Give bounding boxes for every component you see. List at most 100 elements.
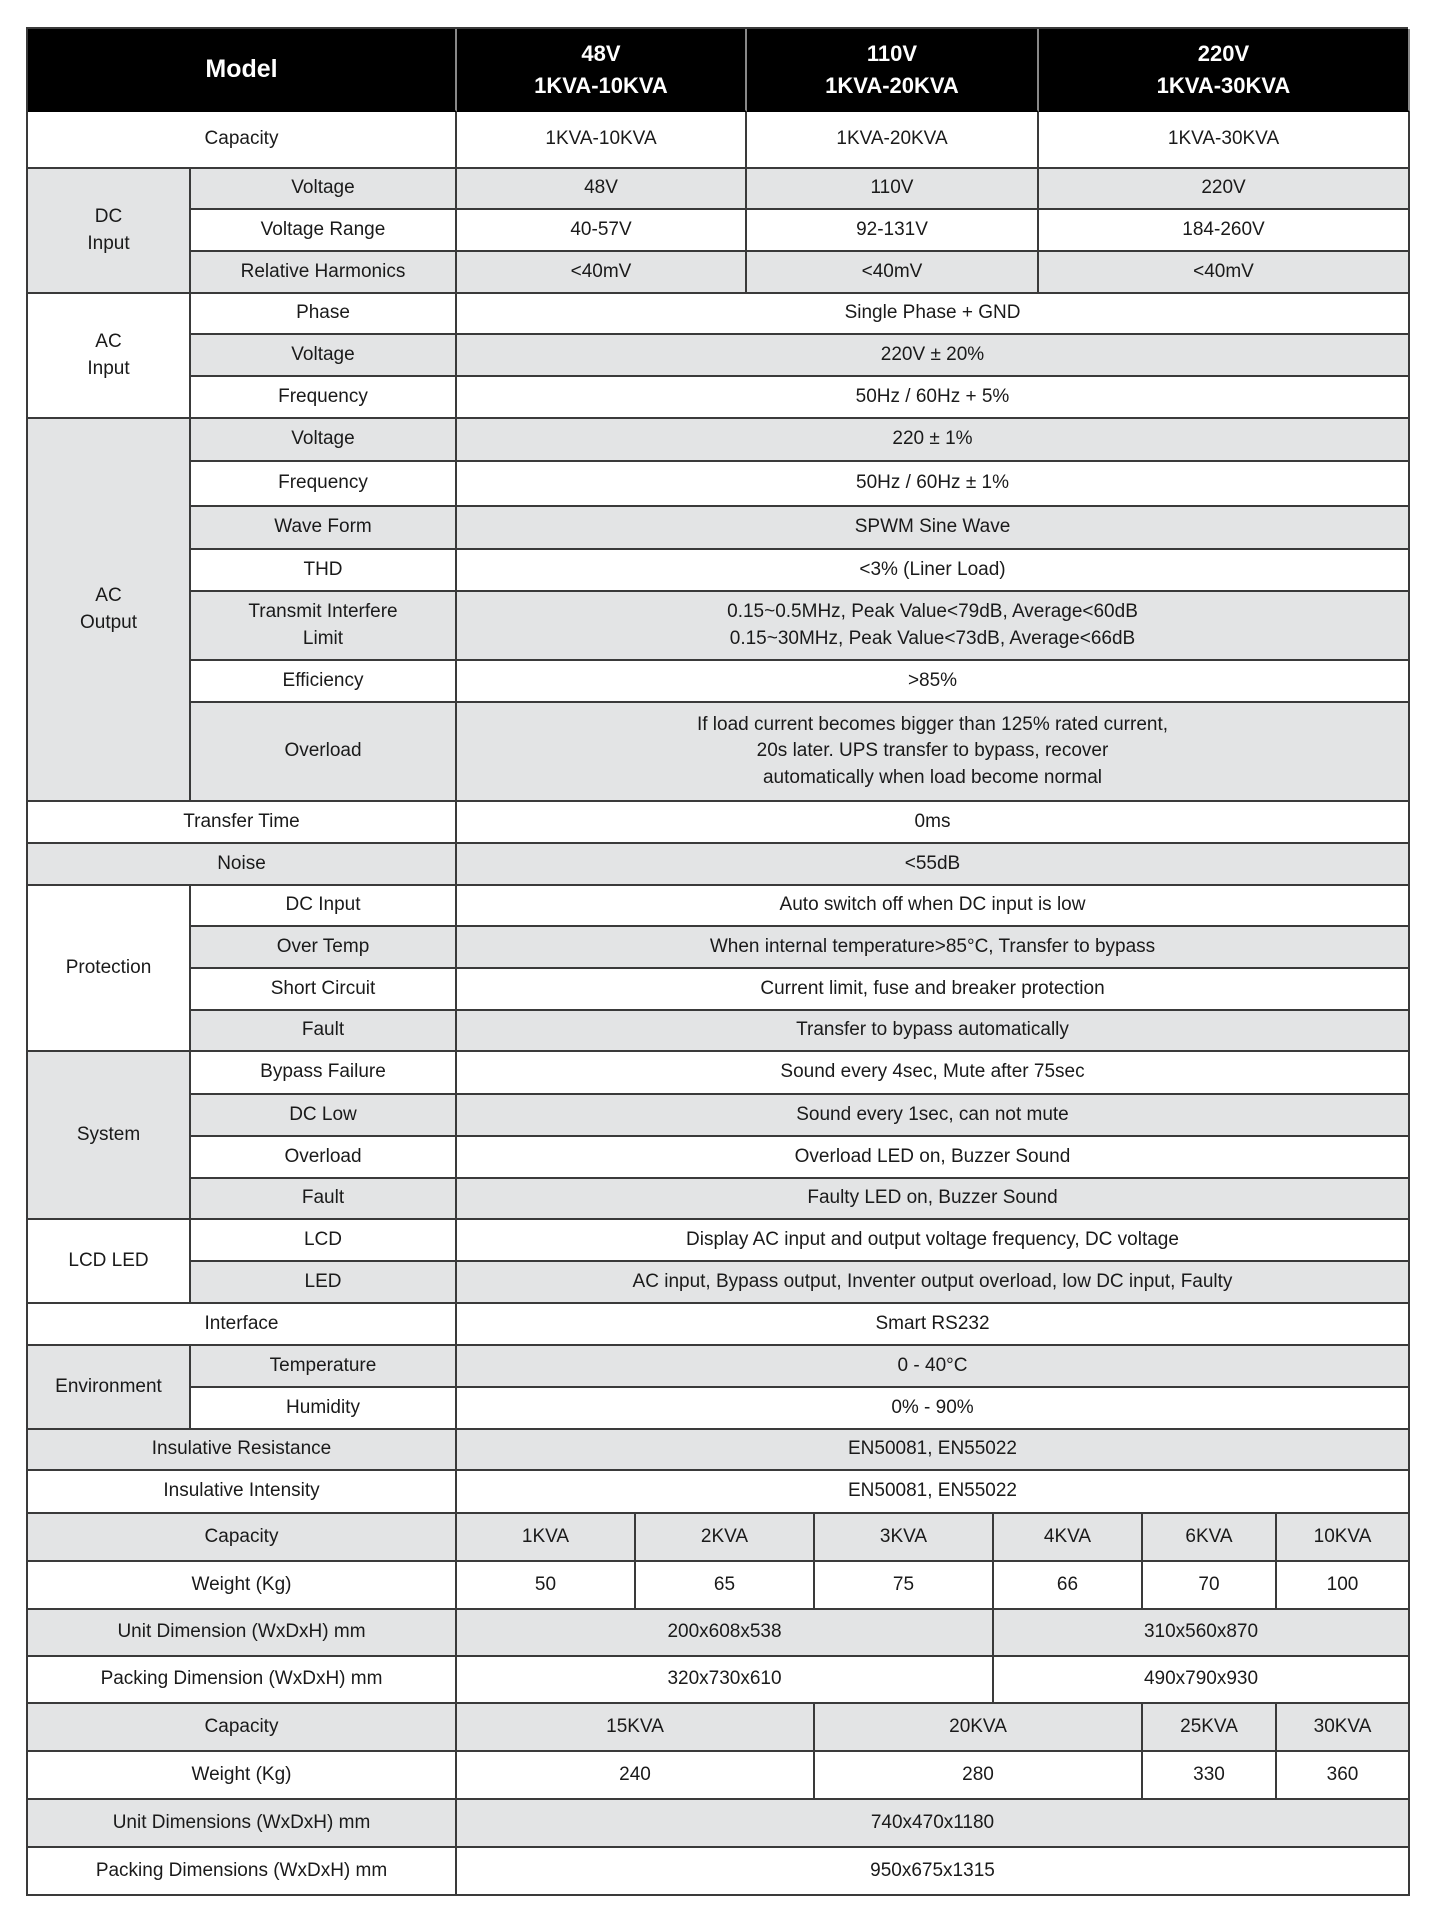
cell-value: <40mV	[1039, 252, 1410, 294]
group-label: AC Output	[28, 419, 191, 802]
cell-value: <40mV	[457, 252, 747, 294]
row-label: Wave Form	[191, 507, 457, 550]
group-label: Protection	[28, 886, 191, 1052]
row-label: DC Low	[191, 1095, 457, 1137]
row-label: Overload	[191, 703, 457, 802]
group-label: LCD LED	[28, 1220, 191, 1304]
row-label: Short Circuit	[191, 969, 457, 1011]
cell-value: 320x730x610	[457, 1657, 994, 1704]
weight-cell: 66	[994, 1562, 1143, 1610]
row-label: Capacity	[28, 112, 457, 169]
cell-value: 40-57V	[457, 210, 747, 252]
cell-value: >85%	[457, 661, 1410, 703]
row-label: Capacity	[28, 1514, 457, 1562]
row-label: Unit Dimension (WxDxH) mm	[28, 1610, 457, 1657]
capacity-cell: 2KVA	[636, 1514, 815, 1562]
row-label: Packing Dimension (WxDxH) mm	[28, 1657, 457, 1704]
cell-value: 310x560x870	[994, 1610, 1410, 1657]
cell-value: 0% - 90%	[457, 1388, 1410, 1430]
cell-value: 950x675x1315	[457, 1848, 1410, 1896]
row-label: Frequency	[191, 377, 457, 419]
cell-value: EN50081, EN55022	[457, 1471, 1410, 1514]
cell-value: Overload LED on, Buzzer Sound	[457, 1137, 1410, 1179]
weight-cell: 330	[1143, 1752, 1277, 1800]
group-label: Environment	[28, 1346, 191, 1430]
row-label: Efficiency	[191, 661, 457, 703]
row-label: Capacity	[28, 1704, 457, 1752]
row-label: Voltage	[191, 335, 457, 377]
cell-value: 1KVA-20KVA	[747, 112, 1039, 169]
row-label: Relative Harmonics	[191, 252, 457, 294]
cell-value: AC input, Bypass output, Inventer output…	[457, 1262, 1410, 1304]
cell-value: 110V	[747, 169, 1039, 210]
cell-value: 48V	[457, 169, 747, 210]
row-label: Unit Dimensions (WxDxH) mm	[28, 1800, 457, 1848]
header-column-110v: 110V 1KVA-20KVA	[747, 29, 1039, 112]
capacity-cell: 20KVA	[815, 1704, 1143, 1752]
cell-value: 0 - 40°C	[457, 1346, 1410, 1388]
row-label: Fault	[191, 1179, 457, 1220]
row-label: Transfer Time	[28, 802, 457, 844]
cell-value: If load current becomes bigger than 125%…	[457, 703, 1410, 802]
row-label: Fault	[191, 1011, 457, 1052]
weight-cell: 100	[1277, 1562, 1410, 1610]
capacity-cell: 1KVA	[457, 1514, 636, 1562]
row-label: Overload	[191, 1137, 457, 1179]
row-label: DC Input	[191, 886, 457, 927]
capacity-cell: 3KVA	[815, 1514, 994, 1562]
cell-value: 50Hz / 60Hz ± 1%	[457, 462, 1410, 507]
capacity-cell: 30KVA	[1277, 1704, 1410, 1752]
row-label: Packing Dimensions (WxDxH) mm	[28, 1848, 457, 1896]
row-label: LCD	[191, 1220, 457, 1262]
weight-cell: 280	[815, 1752, 1143, 1800]
cell-value: 220 ± 1%	[457, 419, 1410, 462]
row-label: Frequency	[191, 462, 457, 507]
cell-value: Display AC input and output voltage freq…	[457, 1220, 1410, 1262]
cell-value: 1KVA-10KVA	[457, 112, 747, 169]
row-label: Insulative Resistance	[28, 1430, 457, 1471]
spec-table: Model 48V 1KVA-10KVA 110V 1KVA-20KVA 220V 1…	[26, 27, 1410, 1896]
row-label: THD	[191, 550, 457, 592]
cell-value: Transfer to bypass automatically	[457, 1011, 1410, 1052]
cell-value: 740x470x1180	[457, 1800, 1410, 1848]
row-label: LED	[191, 1262, 457, 1304]
header-column-48v: 48V 1KVA-10KVA	[457, 29, 747, 112]
row-label: Over Temp	[191, 927, 457, 969]
cell-value: EN50081, EN55022	[457, 1430, 1410, 1471]
group-label: AC Input	[28, 294, 191, 419]
cell-value: 220V	[1039, 169, 1410, 210]
row-label: Voltage	[191, 169, 457, 210]
row-label: Transmit Interfere Limit	[191, 592, 457, 661]
group-label: System	[28, 1052, 191, 1220]
cell-value: 92-131V	[747, 210, 1039, 252]
cell-value: 184-260V	[1039, 210, 1410, 252]
cell-value: 490x790x930	[994, 1657, 1410, 1704]
cell-value: Smart RS232	[457, 1304, 1410, 1346]
row-label: Weight (Kg)	[28, 1752, 457, 1800]
capacity-cell: 25KVA	[1143, 1704, 1277, 1752]
cell-value: Faulty LED on, Buzzer Sound	[457, 1179, 1410, 1220]
weight-cell: 360	[1277, 1752, 1410, 1800]
row-label: Temperature	[191, 1346, 457, 1388]
cell-value: Auto switch off when DC input is low	[457, 886, 1410, 927]
row-label: Weight (Kg)	[28, 1562, 457, 1610]
capacity-cell: 4KVA	[994, 1514, 1143, 1562]
capacity-cell: 15KVA	[457, 1704, 815, 1752]
row-label: Bypass Failure	[191, 1052, 457, 1095]
cell-value: 200x608x538	[457, 1610, 994, 1657]
cell-value: 0ms	[457, 802, 1410, 844]
cell-value: When internal temperature>85°C, Transfer…	[457, 927, 1410, 969]
header-model: Model	[28, 29, 457, 112]
weight-cell: 65	[636, 1562, 815, 1610]
weight-cell: 240	[457, 1752, 815, 1800]
row-label: Interface	[28, 1304, 457, 1346]
cell-value: 0.15~0.5MHz, Peak Value<79dB, Average<60…	[457, 592, 1410, 661]
cell-value: <3% (Liner Load)	[457, 550, 1410, 592]
row-label: Voltage Range	[191, 210, 457, 252]
row-label: Insulative Intensity	[28, 1471, 457, 1514]
weight-cell: 50	[457, 1562, 636, 1610]
row-label: Humidity	[191, 1388, 457, 1430]
weight-cell: 75	[815, 1562, 994, 1610]
row-label: Noise	[28, 844, 457, 886]
cell-value: Current limit, fuse and breaker protecti…	[457, 969, 1410, 1011]
